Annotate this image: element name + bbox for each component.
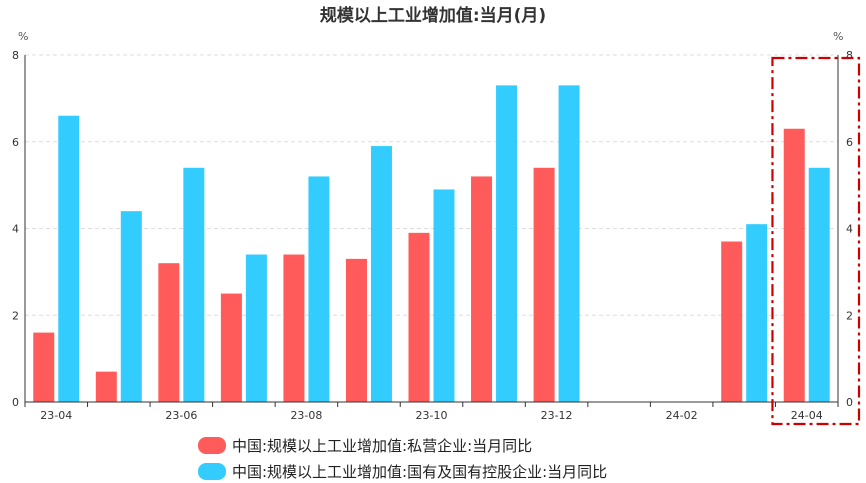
y-axis-unit-right: % <box>833 30 843 43</box>
bar-private <box>783 128 805 403</box>
x-tick-label: 23-04 <box>40 409 72 422</box>
x-tick-label: 24-04 <box>791 409 823 422</box>
bar-state-owned <box>746 224 768 402</box>
bar-state-owned <box>496 85 518 403</box>
y-tick-label-right: 8 <box>846 49 853 62</box>
axes <box>24 55 839 407</box>
x-tick-label: 23-10 <box>416 409 448 422</box>
bar-private <box>533 167 555 402</box>
chart-title: 规模以上工业增加值:当月(月) <box>320 5 546 26</box>
bar-private <box>408 232 430 402</box>
y-tick-label-left: 2 <box>12 309 19 322</box>
tick-labels: 0 0 2 2 4 4 6 6 8 8 23-04 23-06 23-08 23-10 23-12 24-02… <box>12 49 853 422</box>
gridlines <box>25 54 838 316</box>
bar-private <box>283 254 305 402</box>
bar-state-owned <box>433 189 455 402</box>
bar-state-owned <box>245 254 267 402</box>
bar-state-owned <box>120 211 142 402</box>
legend-label: 中国:规模以上工业增加值:国有及国有控股企业:当月同比 <box>232 463 607 481</box>
y-tick-label-right: 0 <box>846 396 853 409</box>
bar-private <box>158 263 180 402</box>
legend-swatch <box>198 437 226 454</box>
y-tick-label-left: 0 <box>12 396 19 409</box>
bar-state-owned <box>308 176 330 402</box>
bar-private <box>471 176 493 402</box>
bar-private <box>33 332 55 402</box>
y-axis-unit-left: % <box>18 30 28 43</box>
legend-label: 中国:规模以上工业增加值:私营企业:当月同比 <box>232 437 532 455</box>
x-tick-label: 23-08 <box>290 409 322 422</box>
x-tick-label: 23-06 <box>165 409 197 422</box>
bar-private <box>721 241 743 402</box>
highlight-box <box>771 56 861 426</box>
bar-state-owned <box>558 85 580 403</box>
y-tick-label-left: 4 <box>12 223 19 236</box>
bar-state-owned <box>183 167 205 402</box>
bar-private <box>220 293 242 402</box>
y-tick-label-right: 4 <box>846 223 853 236</box>
y-tick-label-right: 6 <box>846 136 853 149</box>
bar-private <box>345 258 367 402</box>
bar-state-owned <box>58 115 80 402</box>
x-tick-label: 24-02 <box>666 409 698 422</box>
x-tick-label: 23-12 <box>541 409 573 422</box>
legend: 中国:规模以上工业增加值:私营企业:当月同比中国:规模以上工业增加值:国有及国有… <box>198 437 607 481</box>
y-tick-label-left: 6 <box>12 136 19 149</box>
bars-group <box>33 85 830 403</box>
highlight-rectangle <box>771 56 861 426</box>
bar-private <box>95 371 117 402</box>
y-tick-label-left: 8 <box>12 49 19 62</box>
legend-swatch <box>198 463 226 480</box>
y-tick-label-right: 2 <box>846 309 853 322</box>
bar-state-owned <box>808 167 830 402</box>
bar-state-owned <box>370 146 392 402</box>
